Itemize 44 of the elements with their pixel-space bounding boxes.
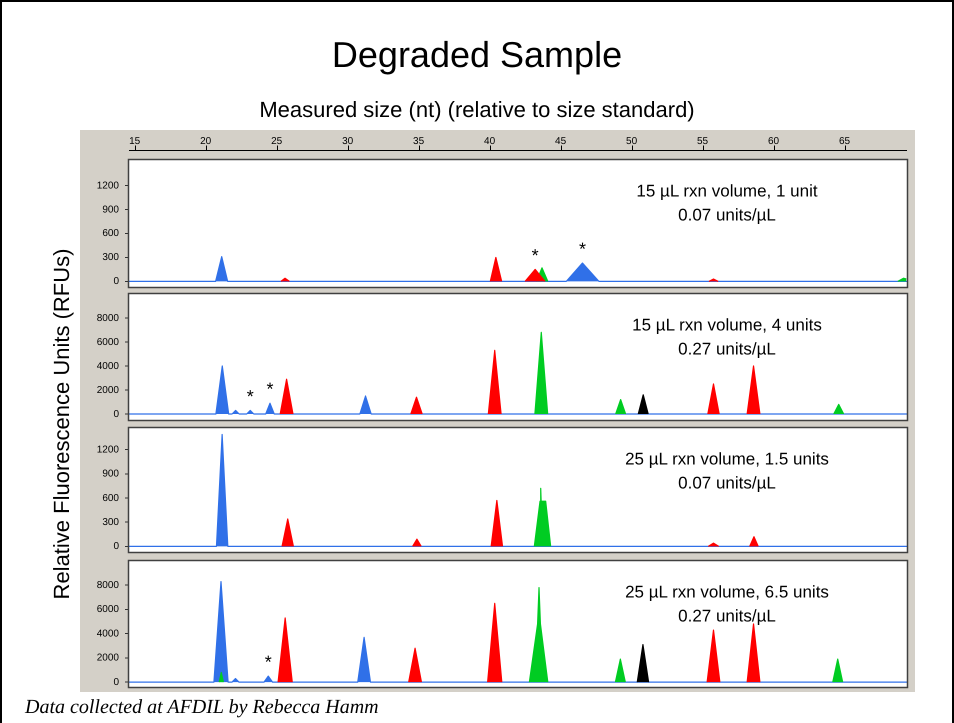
annotation: * xyxy=(266,379,274,400)
y-tick-label: 4000 xyxy=(96,360,120,372)
x-tick-label: 45 xyxy=(555,136,567,147)
y-tick-label: 300 xyxy=(102,252,120,264)
y-tick-label: 0 xyxy=(113,408,120,420)
x-tick-label: 55 xyxy=(697,136,709,147)
y-tick-label: 600 xyxy=(102,228,120,240)
x-tick-label: 65 xyxy=(838,136,851,147)
chart-title: Degraded Sample xyxy=(332,34,622,76)
annotation: * xyxy=(532,245,539,266)
text: 15 µL rxn volume, 4 units 0.27 units/µL xyxy=(632,316,822,359)
text: Data collected at AFDIL by Rebecca Hamm xyxy=(25,696,379,719)
text: 25 µL rxn volume, 1.5 units 0.07 units/µL xyxy=(625,450,829,493)
y-tick-label: 8000 xyxy=(96,580,120,591)
x-tick-label: 20 xyxy=(200,136,212,147)
x-tick-label: 40 xyxy=(484,136,496,147)
y-tick-label: 4000 xyxy=(96,628,120,640)
x-tick-label: 35 xyxy=(413,136,425,147)
y-axis-title: Relative Fluorescence Units (RFUs) xyxy=(49,248,75,599)
x-tick-label: 30 xyxy=(342,136,354,147)
y-tick-label: 6000 xyxy=(96,336,120,348)
y-tick-label: 2000 xyxy=(96,652,120,664)
y-tick-label: 900 xyxy=(102,204,120,216)
x-tick-label: 50 xyxy=(626,136,638,147)
x-axis-title: Measured size (nt) (relative to size standard) xyxy=(259,97,695,123)
y-tick-label: 6000 xyxy=(96,604,120,616)
y-tick-label: 300 xyxy=(102,516,120,528)
y-tick-label: 0 xyxy=(113,276,120,288)
y-tick-label: 0 xyxy=(113,676,120,688)
y-tick-label: 1200 xyxy=(96,180,120,192)
text: 15 µL rxn volume, 1 unit 0.07 units/µL xyxy=(636,182,818,225)
annotation: * xyxy=(246,386,254,406)
x-tick-label: 15 xyxy=(129,136,141,147)
y-tick-label: 600 xyxy=(102,492,120,504)
y-tick-label: 8000 xyxy=(96,312,120,324)
y-tick-label: 2000 xyxy=(96,384,120,396)
y-tick-label: 900 xyxy=(102,468,120,480)
annotation: * xyxy=(578,239,586,260)
y-tick-label: 1200 xyxy=(96,444,120,456)
x-tick-label: 60 xyxy=(768,136,780,147)
annotation: * xyxy=(264,652,272,672)
y-tick-label: 0 xyxy=(113,541,120,552)
x-tick-label: 25 xyxy=(271,136,283,147)
text: 25 µL rxn volume, 6.5 units 0.27 units/µL xyxy=(625,582,829,626)
